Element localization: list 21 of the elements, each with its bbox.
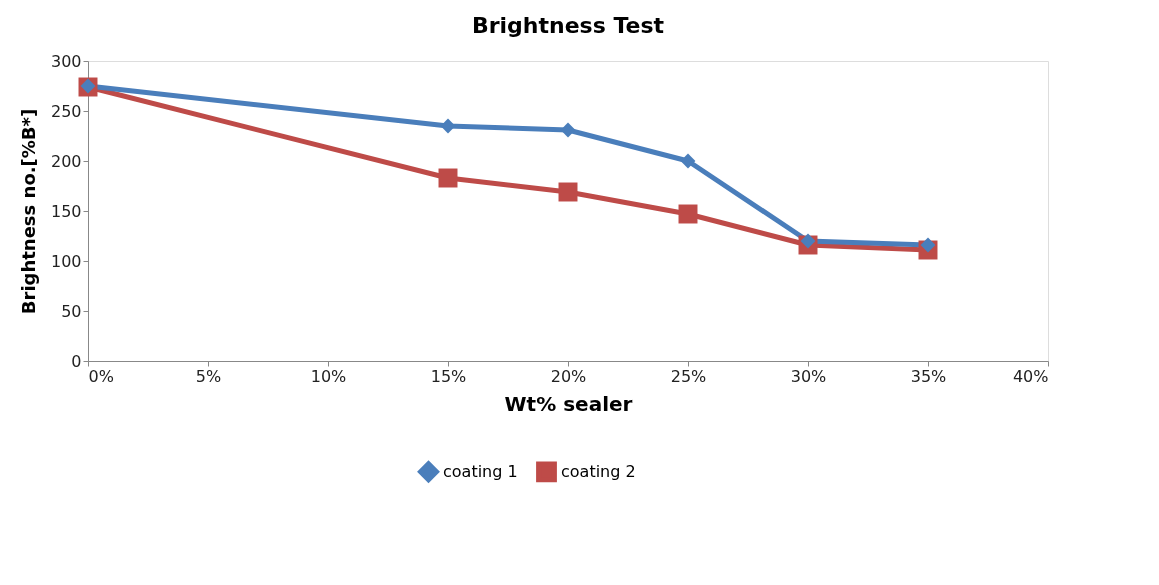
x-tick-label: 30% [790, 366, 827, 386]
x-tick-label: 25% [670, 366, 707, 386]
y-tick-label: 150 [50, 201, 82, 221]
y-tick-label: 100 [50, 251, 82, 271]
y-tick-label: 0 [71, 351, 82, 371]
chart-title: Brightness Test [471, 13, 665, 38]
x-tick-label: 15% [430, 366, 467, 386]
x-tick-label: 0% [88, 366, 114, 386]
legend-label: coating 1 [443, 461, 518, 481]
y-tick-label: 300 [50, 51, 82, 71]
x-tick-label: 20% [550, 366, 587, 386]
x-axis-title: Wt% sealer [504, 391, 633, 416]
y-tick-label: 250 [50, 101, 82, 121]
x-tick-label: 10% [310, 366, 347, 386]
x-tick-label: 35% [910, 366, 947, 386]
legend-label: coating 2 [561, 461, 636, 481]
x-tick-label: 40% [1012, 366, 1049, 386]
y-tick-label: 200 [50, 151, 82, 171]
x-tick-label: 5% [195, 366, 222, 386]
y-axis-title: Brightness no.[%B*] [17, 108, 39, 315]
y-tick-label: 50 [61, 301, 82, 321]
